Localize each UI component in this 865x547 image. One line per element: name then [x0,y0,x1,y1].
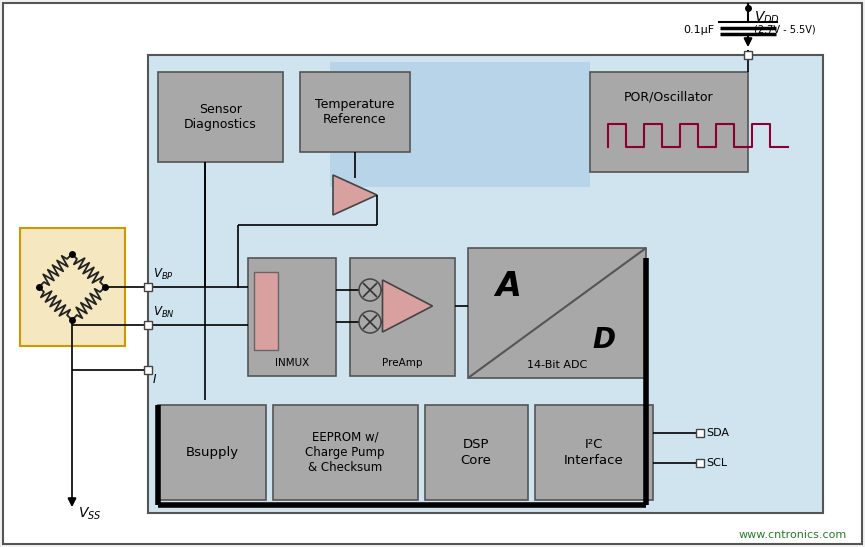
Bar [158,405,266,500]
Text: POR/Oscillator: POR/Oscillator [625,90,714,103]
Polygon shape [333,175,377,215]
Text: 14-Bit ADC: 14-Bit ADC [527,360,587,370]
Bar [535,405,653,500]
Text: $V_{DD}$: $V_{DD}$ [754,10,780,26]
Text: A: A [495,270,521,302]
Bar [248,258,336,376]
Bar [273,405,418,500]
Circle shape [359,311,381,333]
Text: $V_{SS}$: $V_{SS}$ [78,506,101,522]
Circle shape [359,279,381,301]
Text: Bsupply: Bsupply [185,446,239,459]
Bar [144,283,152,291]
Text: $V_{BP}$: $V_{BP}$ [153,267,174,282]
Bar [744,51,752,59]
Text: Sensor
Diagnostics: Sensor Diagnostics [184,103,257,131]
Text: SCL: SCL [706,458,727,468]
Text: SDA: SDA [706,428,729,438]
Text: Temperature
Reference: Temperature Reference [316,98,394,126]
Bar [350,258,455,376]
Text: I: I [153,373,157,386]
Text: EEPROM w/
Charge Pump
& Checksum: EEPROM w/ Charge Pump & Checksum [305,431,385,474]
Bar [300,72,410,152]
Text: INMUX: INMUX [275,358,309,368]
Bar [696,459,704,467]
Bar [425,405,528,500]
Text: PreAmp: PreAmp [382,358,423,368]
Text: I²C
Interface: I²C Interface [564,439,624,467]
Bar [20,228,125,346]
Bar [158,72,283,162]
Bar [468,248,646,378]
Bar [330,62,590,187]
Bar [254,272,278,350]
Text: www.cntronics.com: www.cntronics.com [739,530,847,540]
Text: $V_{BN}$: $V_{BN}$ [153,305,175,320]
Bar [144,321,152,329]
Text: 0.1μF: 0.1μF [682,25,714,35]
Bar [696,429,704,437]
Bar [148,55,823,513]
Text: D: D [593,326,616,354]
Bar [590,72,748,172]
Polygon shape [382,280,432,332]
Bar [144,366,152,374]
Text: DSP
Core: DSP Core [460,439,491,467]
Text: (2.7V - 5.5V): (2.7V - 5.5V) [754,25,816,35]
